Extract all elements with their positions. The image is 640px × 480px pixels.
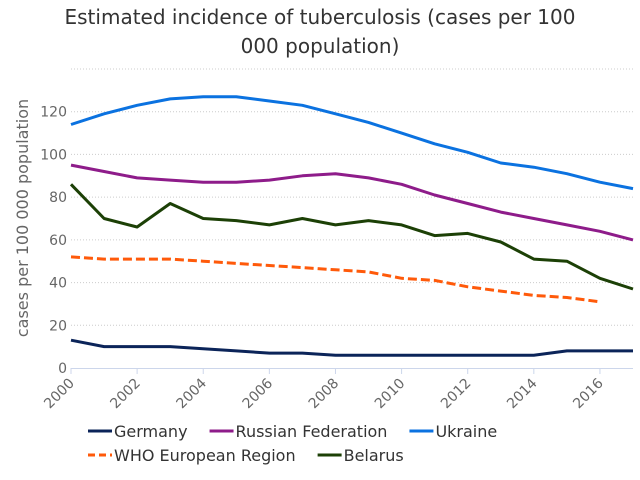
y-tick-label: 120 [40,105,67,121]
series-line-ukraine[interactable] [70,95,634,191]
x-tick-label: 2016 [570,375,607,412]
y-tick-label: 80 [49,190,67,206]
x-tick-label: 2008 [306,376,343,413]
series-line-belarus[interactable] [69,183,634,291]
legend-item-germany[interactable]: Germany [88,422,188,441]
y-tick-label: 0 [58,361,67,377]
legend-label: Russian Federation [236,422,388,441]
y-axis-label: cases per 100 000 population [13,99,32,337]
series-line-who-european-region[interactable] [70,255,601,304]
series-line-russian-federation[interactable] [70,163,634,242]
legend-label: WHO European Region [114,446,296,465]
chart-title-line-1: Estimated incidence of tuberculosis (cas… [65,5,576,29]
x-tick-label: 2002 [107,376,144,413]
x-axis: 2000 2002 2004 2006 2008 2010 2012 2014 2016 [41,368,633,412]
legend[interactable]: Germany Russian Federation Ukraine WHO Euro… [88,422,497,465]
y-axis-ticks: 0 20 40 60 80 100 120 [40,105,67,377]
legend-label: Germany [114,422,188,441]
series-line-germany[interactable] [70,338,633,357]
x-tick-label: 2004 [174,375,211,412]
x-tick-label: 2000 [41,376,78,413]
y-tick-label: 60 [49,233,67,249]
grid [71,68,633,326]
x-tick-label: 2010 [372,376,409,413]
x-tick-label: 2006 [240,375,277,412]
series-group [69,95,634,357]
chart-title-line-2: 000 population) [241,34,400,58]
legend-item-belarus[interactable]: Belarus [317,446,404,465]
x-tick-label: 2012 [438,376,475,413]
x-tick-label: 2014 [504,375,541,412]
y-tick-label: 100 [40,147,67,163]
y-tick-label: 20 [49,318,67,334]
legend-item-ukraine[interactable]: Ukraine [409,422,497,441]
y-tick-label: 40 [49,276,67,292]
legend-label: Ukraine [435,422,497,441]
legend-item-russian-federation[interactable]: Russian Federation [209,422,388,441]
legend-label: Belarus [344,446,404,465]
legend-item-who-european-region[interactable]: WHO European Region [88,446,296,465]
chart-title: Estimated incidence of tuberculosis (cas… [65,5,576,58]
